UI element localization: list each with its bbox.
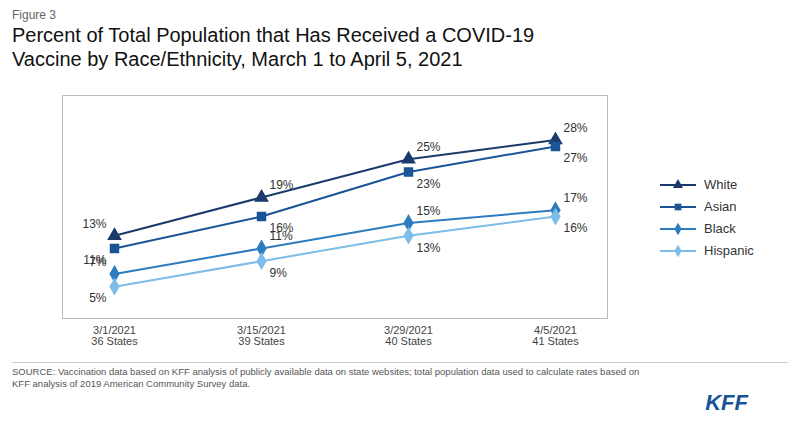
html-text:Percent of Total Population th: Percent of Total Population that Has Rec…: [12, 24, 535, 70]
html-text:White: White: [704, 177, 738, 192]
html-text:SOURCE: Vaccination data based: SOURCE: Vaccination data based on KFF an…: [12, 366, 640, 389]
svg-text:13%: 13%: [417, 241, 441, 255]
svg-text:16%: 16%: [564, 221, 588, 235]
svg-text:27%: 27%: [564, 151, 588, 165]
html-text:Hispanic: Hispanic: [704, 243, 754, 258]
svg-text:17%: 17%: [564, 191, 588, 205]
svg-text:11%: 11%: [270, 229, 293, 243]
svg-text:19%: 19%: [270, 178, 294, 192]
svg-text:3/29/202140 States: 3/29/202140 States: [384, 324, 433, 347]
svg-text:9%: 9%: [270, 266, 288, 280]
html-text:Black: Black: [704, 221, 736, 236]
svg-text:23%: 23%: [417, 177, 441, 191]
svg-text:15%: 15%: [417, 204, 441, 218]
svg-text:5%: 5%: [89, 291, 107, 305]
html-text:Figure 3: Figure 3: [12, 8, 56, 22]
html-text:KFF: KFF: [705, 389, 748, 415]
svg-text:13%: 13%: [82, 217, 106, 231]
svg-text:3/15/202139 States: 3/15/202139 States: [237, 324, 286, 347]
svg-text:7%: 7%: [89, 255, 107, 269]
svg-text:25%: 25%: [417, 140, 441, 154]
svg-text:3/1/202136 States: 3/1/202136 States: [91, 324, 138, 347]
svg-text:28%: 28%: [564, 121, 588, 135]
svg-text:4/5/202141 States: 4/5/202141 States: [532, 324, 579, 347]
html-text:Asian: Asian: [704, 199, 737, 214]
